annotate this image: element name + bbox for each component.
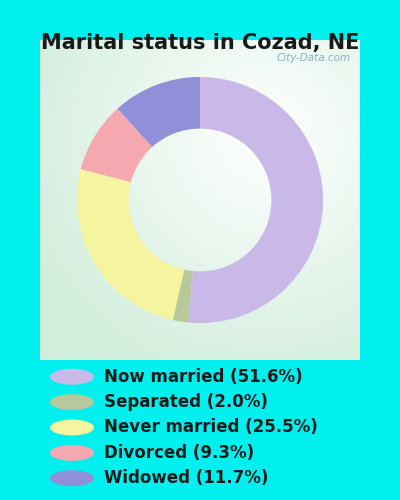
Wedge shape xyxy=(118,77,200,147)
Circle shape xyxy=(50,470,94,486)
Text: City-Data.com: City-Data.com xyxy=(276,53,350,63)
Circle shape xyxy=(50,445,94,461)
Circle shape xyxy=(50,420,94,436)
Wedge shape xyxy=(81,108,152,182)
Circle shape xyxy=(50,369,94,384)
Text: Divorced (9.3%): Divorced (9.3%) xyxy=(104,444,254,462)
Text: Now married (51.6%): Now married (51.6%) xyxy=(104,368,303,386)
Text: Separated (2.0%): Separated (2.0%) xyxy=(104,393,268,411)
Wedge shape xyxy=(188,77,323,323)
Circle shape xyxy=(50,394,94,410)
Text: Widowed (11.7%): Widowed (11.7%) xyxy=(104,469,268,487)
Wedge shape xyxy=(173,270,193,322)
Text: Marital status in Cozad, NE: Marital status in Cozad, NE xyxy=(41,32,359,52)
Wedge shape xyxy=(77,169,184,320)
Text: Never married (25.5%): Never married (25.5%) xyxy=(104,418,318,436)
